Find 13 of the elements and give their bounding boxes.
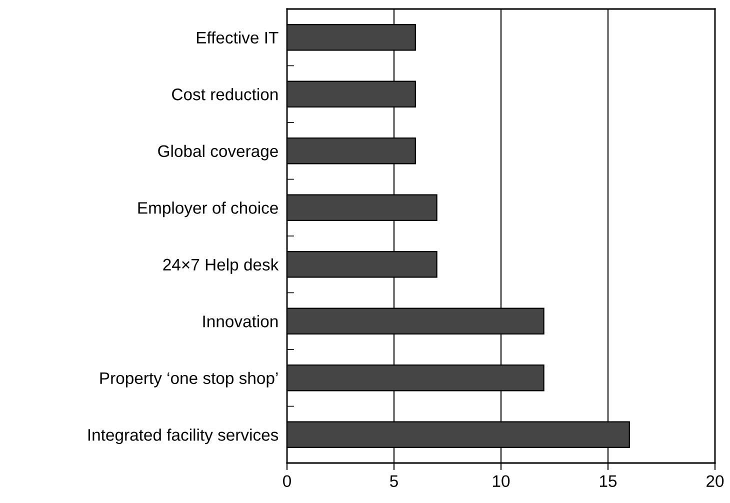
y-tick-label: Global coverage	[158, 144, 278, 160]
y-tick-label: Effective IT	[196, 31, 278, 44]
y-tick-label: Innovation	[203, 315, 278, 328]
y-tick-label: Employer of choice	[138, 202, 278, 218]
y-tick-label: Integrated facility services	[88, 428, 278, 444]
y-tick-label: Property ‘one stop shop’	[100, 372, 278, 388]
x-tick-label: 10	[493, 475, 510, 488]
x-tick-label: 5	[390, 475, 398, 488]
x-tick-label: 20	[706, 475, 724, 488]
x-tick-label: 15	[600, 475, 617, 488]
y-tick-label: 24×7 Help desk	[163, 258, 279, 274]
x-tick-label: 0	[283, 475, 291, 488]
y-tick-label: Cost reduction	[172, 88, 278, 100]
